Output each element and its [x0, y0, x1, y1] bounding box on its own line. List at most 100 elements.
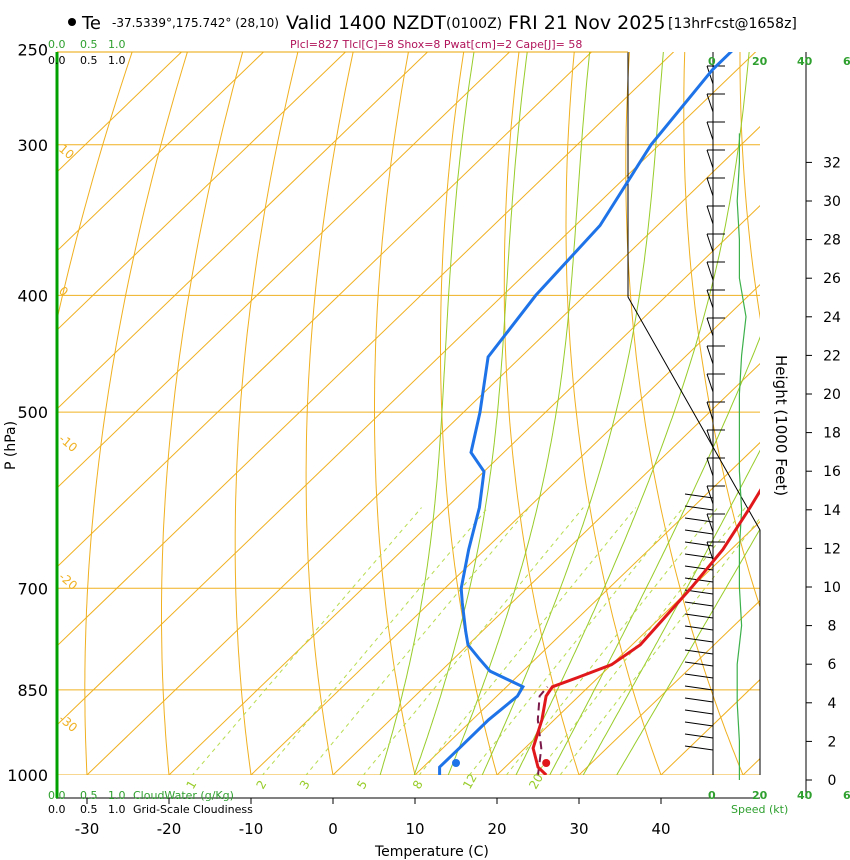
temp-tick-40: 40 — [651, 820, 670, 838]
speed-tick-top-20: 20 — [752, 55, 768, 68]
wind-barb-4 — [684, 697, 714, 703]
temp-tick-30: 30 — [569, 820, 588, 838]
isotherm--100 — [57, 52, 265, 252]
cloud-water-label: CloudWater (g/Kg) — [133, 789, 234, 802]
isotherm--60 — [57, 52, 593, 568]
wind-barb-5 — [684, 685, 714, 691]
height-tick-2: 2 — [828, 734, 837, 750]
moist-adiabat-16 — [447, 52, 591, 775]
cloudiness-scale-top-1: 0.5 — [80, 54, 98, 67]
wind-barb-2 — [684, 721, 714, 727]
speed-tick-top-6: 6 — [843, 55, 850, 68]
wind-barb-1 — [684, 733, 714, 739]
wind-barb-17 — [684, 541, 714, 547]
cloud-scale-top-0: 0.0 — [48, 38, 66, 51]
station-location: -37.5339°,175.742° (28,10) — [112, 16, 279, 30]
isotherm-10 — [414, 441, 760, 775]
wind-barb-7 — [684, 661, 714, 667]
dry-adiabat-70 — [739, 52, 760, 320]
parcel-profile-line — [536, 686, 549, 775]
wind-barb-9 — [684, 637, 714, 643]
temp-tick--30: -30 — [75, 820, 100, 838]
speed-tick-bottom-40: 40 — [797, 789, 813, 802]
wind-barb-upper-9 — [706, 289, 714, 309]
mixing-ratio-label-3: 3 — [297, 778, 313, 792]
valid-time: Valid 1400 NZDT — [286, 12, 446, 34]
pressure-tick-700: 700 — [17, 579, 48, 598]
cloudiness-scale-top-0: 0.0 — [48, 54, 66, 67]
height-tick-16: 16 — [823, 464, 841, 480]
surface-temperature-marker — [542, 759, 551, 767]
height-tick-32: 32 — [823, 155, 841, 171]
wind-barb-16 — [684, 553, 714, 559]
moist-adiabat-12 — [413, 52, 528, 775]
wind-barb-upper-13 — [706, 177, 714, 197]
wind-barb-upper-11 — [706, 233, 714, 253]
height-tick-24: 24 — [823, 310, 841, 326]
temperature-profile-line — [531, 488, 760, 775]
cloud-scale-bottom-0: 0.0 — [48, 789, 66, 802]
mixing-ratio-label-2: 2 — [254, 778, 270, 792]
x-axis-title: Temperature (C) — [374, 844, 489, 860]
height-tick-12: 12 — [823, 541, 841, 557]
cloud-scale-bottom-2: 1.0 — [108, 789, 126, 802]
wind-barb-11 — [684, 613, 714, 619]
wind-barb-upper-15 — [706, 121, 714, 141]
surface-dewpoint-marker — [452, 759, 460, 767]
moist-adiabat-32 — [582, 449, 760, 775]
moist-adiabat-20 — [481, 52, 664, 775]
dry-adiabat-30 — [503, 52, 580, 775]
speed-axis-label: Speed (kt) — [731, 803, 788, 816]
wind-barb-6 — [684, 673, 714, 679]
forecast-date: FRI 21 Nov 2025 — [508, 12, 665, 34]
isotherm--110 — [57, 52, 183, 173]
height-tick-14: 14 — [823, 503, 841, 519]
utc-time: (0100Z) — [446, 16, 502, 32]
height-axis-title: Height (1000 Feet) — [772, 355, 790, 496]
isotherm--90 — [57, 52, 347, 331]
temperature-axis: -30 -20 -10 0 10 20 30 40 — [75, 798, 671, 838]
dry-adiabat--10 — [234, 52, 299, 775]
wind-barb-upper-14 — [706, 149, 714, 169]
cloud-scale-top-2: 1.0 — [108, 38, 126, 51]
height-tick-0: 0 — [828, 773, 837, 789]
wind-barb-upper-12 — [706, 205, 714, 225]
wind-barb-upper-0 — [706, 541, 714, 561]
wind-barb-upper-6 — [706, 373, 714, 393]
wind-barb-21 — [684, 493, 714, 499]
isotherm-20 — [496, 520, 760, 775]
moist-adiabat-8 — [379, 52, 475, 775]
temp-tick--10: -10 — [239, 820, 264, 838]
height-tick-4: 4 — [828, 696, 837, 712]
speed-tick-top-40: 40 — [797, 55, 813, 68]
height-tick-10: 10 — [823, 580, 841, 596]
wind-barb-upper-2 — [706, 485, 714, 505]
wind-barb-8 — [684, 649, 714, 655]
wind-speed-line — [736, 133, 747, 780]
mixing-ratio-label-5: 5 — [354, 778, 370, 792]
isotherm--70 — [57, 52, 511, 489]
dry-adiabat-label--30: -30 — [56, 712, 80, 735]
isotherm--10 — [250, 283, 760, 775]
wind-barb-19 — [684, 517, 714, 523]
pressure-tick-850: 850 — [17, 681, 48, 700]
cloudiness-scale-bottom-2: 1.0 — [108, 803, 126, 816]
dry-adiabat-10 — [374, 52, 416, 775]
wind-barb-upper-10 — [706, 261, 714, 281]
mixing-ratio-16 — [505, 507, 719, 775]
wind-barb-20 — [684, 505, 714, 511]
wind-barb-upper-16 — [706, 93, 714, 113]
dry-adiabat--20 — [161, 52, 244, 775]
cloudiness-label: Grid-Scale Cloudiness — [133, 803, 253, 816]
wind-barb-0 — [684, 745, 714, 751]
isotherm-lines — [57, 52, 760, 775]
wind-barb-upper-5 — [706, 401, 714, 421]
pressure-tick-500: 500 — [17, 403, 48, 422]
dry-adiabat-0 — [305, 52, 354, 775]
temp-tick-20: 20 — [487, 820, 506, 838]
wind-barb-12 — [684, 601, 714, 607]
station-name: Te — [81, 13, 101, 34]
wind-barb-upper-1 — [706, 513, 714, 533]
height-tick-22: 22 — [823, 348, 841, 364]
